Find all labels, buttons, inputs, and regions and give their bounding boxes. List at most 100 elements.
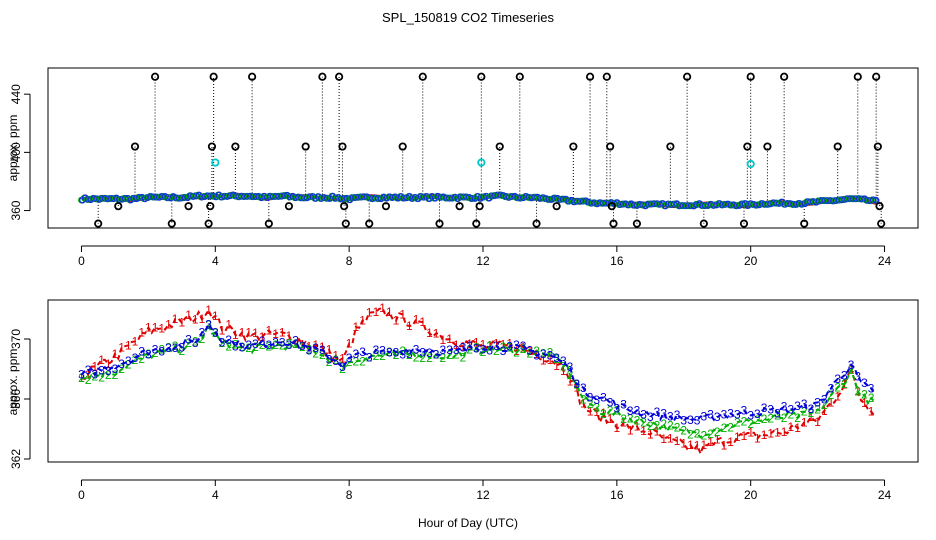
- bottom-series-marker: 1: [667, 432, 674, 446]
- bottom-series-marker: 3: [132, 351, 139, 365]
- bottom-series-marker: 2: [788, 408, 795, 422]
- outlier-point-black: [301, 142, 310, 151]
- bottom-series-marker: 1: [834, 390, 841, 404]
- bottom-series-marker: 3: [172, 341, 179, 355]
- bottom-series-marker: 1: [634, 419, 641, 433]
- bottom-series-marker: 1: [714, 432, 721, 446]
- outlier-point-black: [743, 142, 752, 151]
- outlier-point-cyan: [211, 158, 220, 167]
- bottom-series-marker: 1: [312, 338, 319, 352]
- bottom-series-marker: 3: [165, 341, 172, 355]
- bottom-series-marker: 3: [453, 343, 460, 357]
- outlier-point-black: [607, 202, 616, 211]
- bottom-series-marker: 1: [486, 338, 493, 352]
- bottom-series-marker: 1: [493, 337, 500, 351]
- bottom-series-marker: 2: [841, 377, 848, 391]
- bottom-series-marker: 1: [721, 439, 728, 453]
- outlier-point-cyan: [477, 158, 486, 167]
- bottom-series-marker: 1: [172, 312, 179, 326]
- bottom-series-marker: 3: [714, 410, 721, 424]
- bottom-series-marker: 2: [627, 412, 634, 426]
- bottom-series-marker: 1: [734, 430, 741, 444]
- bottom-series-marker: 1: [607, 412, 614, 426]
- bottom-series-marker: 3: [747, 408, 754, 422]
- outlier-point-black: [204, 219, 213, 228]
- bottom-series-marker: 2: [560, 359, 567, 373]
- bottom-series-marker: 3: [734, 407, 741, 421]
- bottom-series-marker: 2: [393, 348, 400, 362]
- x-axis-label: Hour of Day (UTC): [418, 516, 518, 530]
- outlier-point-black: [150, 72, 160, 81]
- bottom-series-marker: 1: [433, 326, 440, 340]
- y-tick-label: 366: [9, 389, 23, 409]
- bottom-series-marker: 3: [440, 343, 447, 357]
- bottom-series-marker: 1: [727, 435, 734, 449]
- bottom-series-marker: 3: [654, 405, 661, 419]
- bottom-series-marker: 3: [266, 338, 273, 352]
- bottom-series-marker: 3: [727, 407, 734, 421]
- bottom-series-marker: 3: [212, 325, 219, 339]
- bottom-series-marker: 1: [774, 426, 781, 440]
- bottom-series-marker: 2: [533, 344, 540, 358]
- bottom-series-marker: 3: [473, 342, 480, 356]
- bottom-series-marker: 3: [721, 408, 728, 422]
- bottom-series-marker: 3: [533, 349, 540, 363]
- bottom-series-marker: 1: [319, 340, 326, 354]
- panel-bottom-line: 1 11 1 11 1 1 11 1 1 1 1 1 11 1 11 11 11 1 1 1 1 1 1 1 11 1 1 1 1 1 1 1…: [6, 299, 919, 502]
- bottom-series-marker: 3: [98, 364, 105, 378]
- bottom-series-marker: 3: [680, 413, 687, 427]
- bottom-series-marker: 1: [694, 438, 701, 452]
- bottom-series-marker: 1: [794, 421, 801, 435]
- bottom-series-marker: 2: [219, 336, 226, 350]
- outlier-point-black: [477, 72, 486, 81]
- bottom-series-marker: 3: [118, 357, 125, 371]
- bottom-series-marker: 2: [721, 421, 728, 435]
- bottom-series-marker: 3: [788, 402, 795, 416]
- bottom-series-marker: 1: [266, 323, 273, 337]
- outlier-point-black: [130, 142, 140, 151]
- outlier-point-black: [872, 72, 881, 81]
- bottom-series-marker: 2: [680, 424, 687, 438]
- outlier-point-black: [335, 72, 344, 81]
- bottom-series-marker: 2: [767, 411, 774, 425]
- bottom-series-marker: 3: [245, 338, 252, 352]
- bottom-series-marker: 1: [239, 325, 246, 339]
- bottom-series-marker: 3: [319, 343, 326, 357]
- bottom-series-marker: 2: [707, 427, 714, 441]
- bottom-series-marker: 3: [460, 341, 467, 355]
- bottom-series-marker: 2: [98, 370, 105, 384]
- bottom-series-marker: 1: [332, 349, 339, 363]
- baseline-marker-blue: [872, 196, 880, 204]
- bottom-series-marker: 3: [279, 336, 286, 350]
- bottom-series-marker: 2: [466, 342, 473, 356]
- bottom-series-marker: 2: [259, 338, 266, 352]
- bottom-series-marker: 3: [687, 413, 694, 427]
- bottom-series-marker: 2: [440, 351, 447, 365]
- outlier-point-black: [231, 142, 240, 151]
- bottom-series-marker: 2: [266, 339, 273, 353]
- outlier-point-black: [569, 142, 578, 151]
- outlier-point-black: [875, 202, 884, 211]
- bottom-series-marker: 1: [627, 423, 634, 437]
- bottom-series-marker: 2: [774, 408, 781, 422]
- bottom-series-marker: 1: [701, 438, 708, 452]
- bottom-series-marker: 1: [600, 406, 607, 420]
- bottom-series-marker: 2: [814, 403, 821, 417]
- bottom-series-marker: 2: [660, 417, 667, 431]
- bottom-series-marker: 1: [680, 436, 687, 450]
- bottom-series-marker: 1: [547, 353, 554, 367]
- outlier-point-black: [435, 219, 444, 228]
- bottom-series-marker: 1: [446, 332, 453, 346]
- bottom-series-marker: 3: [547, 348, 554, 362]
- outlier-point-black: [341, 219, 350, 228]
- bottom-series-marker: 1: [654, 425, 661, 439]
- bottom-series-marker: 2: [747, 417, 754, 431]
- bottom-series-marker: 3: [834, 372, 841, 386]
- outlier-point-black: [609, 219, 618, 228]
- bottom-series-marker: 1: [212, 309, 219, 323]
- outlier-point-black: [114, 202, 123, 211]
- outlier-point-black: [833, 142, 842, 151]
- bottom-series-marker: 3: [801, 397, 808, 411]
- bottom-series-marker: 2: [125, 358, 132, 372]
